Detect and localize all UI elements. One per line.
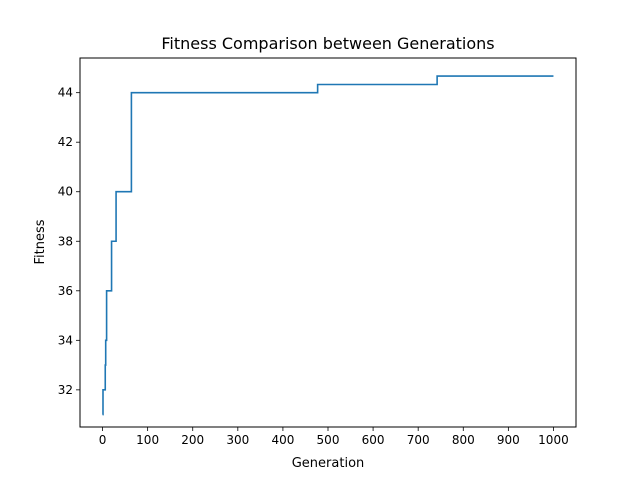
x-tick-label: 900	[497, 433, 520, 447]
y-tick-label: 44	[58, 86, 73, 100]
series-line-0	[102, 75, 554, 416]
y-tick-label: 32	[58, 383, 73, 397]
x-axis-ticks: 0 100 200 300 400 500 600 700 800 900 1000	[99, 427, 569, 447]
x-tick-label: 0	[99, 433, 107, 447]
y-tick-label: 40	[58, 185, 73, 199]
x-tick-label: 400	[271, 433, 294, 447]
y-tick-label: 34	[58, 333, 73, 347]
x-tick-label: 300	[226, 433, 249, 447]
x-tick-label: 700	[407, 433, 430, 447]
x-tick-label: 200	[181, 433, 204, 447]
chart-title: Fitness Comparison between Generations	[161, 34, 494, 53]
y-tick-label: 38	[58, 234, 73, 248]
y-tick-label: 42	[58, 135, 73, 149]
y-axis-ticks: 32 34 36 38 40 42 44	[58, 86, 80, 397]
x-tick-label: 100	[136, 433, 159, 447]
x-tick-label: 600	[362, 433, 385, 447]
y-tick-label: 36	[58, 284, 73, 298]
x-tick-label: 1000	[538, 433, 569, 447]
y-axis-title: Fitness	[33, 219, 48, 264]
x-axis-title: Generation	[292, 456, 365, 471]
series-group	[102, 75, 554, 416]
x-tick-label: 500	[317, 433, 340, 447]
plot-area: 0 100 200 300 400 500 600 700 800 900 1000 3234363…	[58, 57, 577, 447]
x-tick-label: 800	[452, 433, 475, 447]
